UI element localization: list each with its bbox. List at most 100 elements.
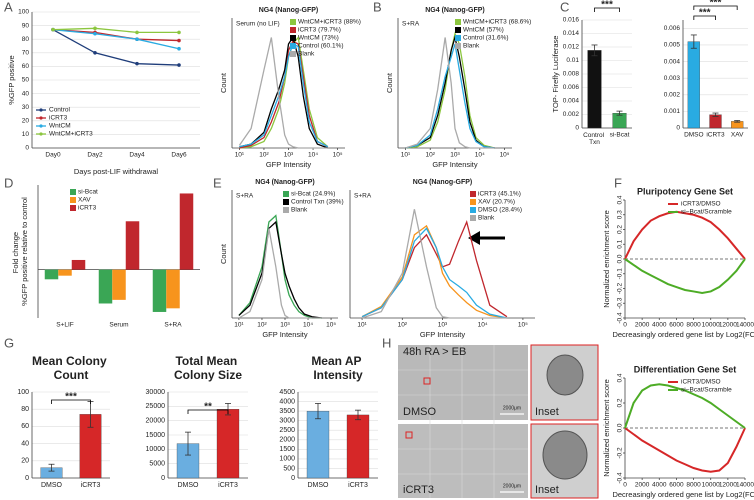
legend-label: si−Bcat/Scramble <box>681 387 732 394</box>
y-tick-label: 0.01 <box>566 57 579 64</box>
arrow <box>468 231 505 245</box>
series-line <box>238 214 322 319</box>
legend-label: WntCM+iCRT3 (88%) <box>298 19 361 26</box>
point <box>93 51 97 55</box>
x-tick-label: 10⁵ <box>500 152 510 159</box>
legend-swatch <box>470 191 476 197</box>
bar <box>152 269 167 312</box>
legend-swatch <box>39 108 43 112</box>
x-tick-label: S+LIF <box>56 322 74 329</box>
y-tick-label: 2000 <box>279 437 295 444</box>
bar <box>98 269 113 304</box>
legend-label: Blank <box>291 207 308 214</box>
legend-label: iCRT3/DMSO <box>681 201 721 208</box>
series-line <box>405 34 495 149</box>
legend-swatch <box>455 19 461 25</box>
significance-label: *** <box>601 0 613 11</box>
y-tick-label: 10000 <box>146 446 166 453</box>
x-tick-label: 10¹ <box>357 322 367 329</box>
series-line <box>52 29 180 66</box>
panel-label: E <box>213 175 222 190</box>
significance-bracket <box>594 7 620 12</box>
y-axis-label: Count <box>219 243 228 264</box>
legend-swatch <box>283 199 289 205</box>
chart-title: NG4 (Nanog-GFP) <box>259 7 319 14</box>
error-bar <box>315 403 321 420</box>
series-line <box>361 209 507 319</box>
x-tick-label: 14000 <box>736 322 754 329</box>
series-line <box>238 220 322 319</box>
legend-label: iCRT3 (45.1%) <box>478 191 521 198</box>
legend-swatch <box>455 27 461 33</box>
y-tick-label: 0.0 <box>617 423 624 432</box>
legend-swatch <box>290 35 296 41</box>
chart-title: Pluripotency Gene Set <box>637 186 733 196</box>
significance-bracket <box>693 15 716 20</box>
legend-swatch <box>290 43 296 49</box>
bar <box>112 269 126 300</box>
text-line: Fold change <box>11 230 20 273</box>
error-bar <box>48 463 55 472</box>
legend-swatch <box>283 207 289 213</box>
x-tick-label: 10⁵ <box>326 322 336 329</box>
series-line <box>238 228 322 319</box>
bar <box>179 193 194 270</box>
point <box>93 26 97 31</box>
point <box>135 37 139 41</box>
panel-label: D <box>4 175 13 190</box>
y-tick-label: 60 <box>21 423 29 430</box>
x-tick-label: 10000 <box>702 482 720 489</box>
x-tick-label: 10³ <box>280 322 290 329</box>
text-line: Colony Size <box>174 368 242 382</box>
x-tick-label: 10² <box>259 152 269 159</box>
scale-label: 2000μm <box>503 405 521 411</box>
bar <box>166 269 180 309</box>
legend-label: Blank <box>478 215 495 222</box>
text-line: Control <box>583 132 606 139</box>
condition-label: Serum (no LIF) <box>236 21 280 28</box>
legend-label: iCRT3 <box>78 205 97 212</box>
y-tick-label: 0.005 <box>664 42 681 49</box>
legend-swatch <box>39 124 43 128</box>
condition-label: S+RA <box>236 193 254 200</box>
y-axis-label: Count <box>219 72 228 93</box>
legend-label: Blank <box>298 51 315 58</box>
x-axis-label: Decreasingly ordered gene list by Log2(F… <box>612 330 754 339</box>
text-line: Count <box>54 368 89 382</box>
y-tick-label: 0.2 <box>617 398 624 407</box>
x-tick-label: iCRT3 <box>348 482 368 489</box>
x-tick-label: 12000 <box>719 482 737 489</box>
x-tick-label: iCRT3 <box>706 132 725 139</box>
x-tick-label: 10² <box>257 322 267 329</box>
series-line <box>361 224 507 319</box>
y-tick-label: 0.006 <box>563 84 580 91</box>
significance-bracket <box>693 5 738 10</box>
legend-swatch <box>455 43 461 49</box>
image-tiles <box>398 345 528 498</box>
inset-label: Inset <box>535 406 559 418</box>
bar <box>216 409 240 479</box>
legend-label: DMSO (28.4%) <box>478 207 522 214</box>
h-header: 48h RA > EB <box>403 346 466 358</box>
x-tick-label: 14000 <box>736 482 754 489</box>
y-tick-label: 0.1 <box>617 239 624 248</box>
bar <box>346 414 370 479</box>
image-dmso <box>398 345 528 420</box>
y-axis-label: Fold change %GFP positive relative to co… <box>11 197 29 306</box>
y-tick-label: 0 <box>25 475 29 482</box>
x-tick-label: DMSO <box>178 482 200 489</box>
y-tick-label: -0.4 <box>617 472 624 484</box>
x-tick-label: si-Bcat <box>610 132 630 139</box>
point <box>177 46 181 51</box>
y-tick-label: -0.1 <box>617 268 624 280</box>
y-tick-label: 30000 <box>146 389 166 396</box>
legend-label: XAV <box>78 197 91 204</box>
y-tick-label: 40 <box>21 440 29 447</box>
x-tick-label: 10³ <box>284 152 294 159</box>
y-tick-label: 0.3 <box>617 210 624 219</box>
h-label: DMSO <box>403 406 436 418</box>
chart-title: Total Mean Colony Size <box>174 354 242 382</box>
